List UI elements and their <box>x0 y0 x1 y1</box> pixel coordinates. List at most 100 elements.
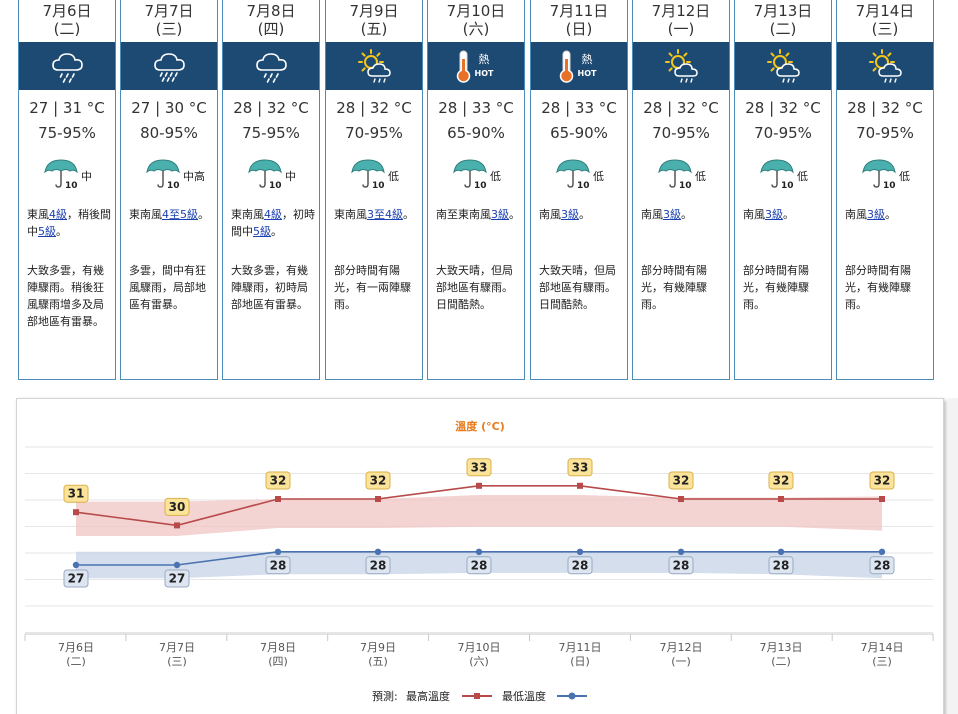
day-description: 大致天晴，但局部地區有驟雨。日間酷熱。 <box>436 264 513 311</box>
umbrella-icon: 10 <box>146 159 180 190</box>
max-temp-point[interactable] <box>778 496 784 502</box>
wind-force-link[interactable]: 3級 <box>663 208 681 221</box>
min-temp-point[interactable] <box>576 548 584 555</box>
data-label-box <box>668 556 694 575</box>
legend-item-min[interactable]: 最低溫度 <box>502 690 546 703</box>
day-wind: 南風3級。 <box>641 206 725 223</box>
wind-force-link[interactable]: 3至4級 <box>367 208 403 221</box>
day-wind: 東風4級，稍後間中5級。 <box>27 206 111 240</box>
wind-force-link[interactable]: 3級 <box>867 208 885 221</box>
svg-text:10: 10 <box>577 181 590 190</box>
rain-probability: 10 低 <box>531 158 627 192</box>
svg-text:10: 10 <box>65 181 78 190</box>
day-description: 大致多雲，有幾陣驟雨，初時局部地區有雷暴。 <box>231 264 308 311</box>
wind-text: ，初時間中 <box>231 208 315 238</box>
weather-icon-box <box>837 42 933 90</box>
legend-max-marker <box>462 693 492 699</box>
wind-force-link[interactable]: 5級 <box>253 225 271 238</box>
wind-force-link[interactable]: 3級 <box>561 208 579 221</box>
day-wind: 南風3級。 <box>743 206 827 223</box>
page-scrollbar[interactable] <box>948 398 958 714</box>
data-label-box <box>668 471 694 490</box>
wind-force-link[interactable]: 3級 <box>491 208 509 221</box>
wind-text: ，稍後間中 <box>27 208 111 238</box>
day-wind: 東南風4級，初時間中5級。 <box>231 206 315 240</box>
max-temp-label: 33 <box>471 460 488 474</box>
wind-text: 東南風 <box>231 208 264 221</box>
x-tick-label-date: 7月12日 <box>660 641 703 654</box>
min-temp-label: 28 <box>471 558 488 572</box>
wind-force-link[interactable]: 3級 <box>765 208 783 221</box>
x-tick-label-weekday: (五) <box>368 655 388 668</box>
heavy-rain-icon <box>154 53 185 82</box>
svg-text:熱: 熱 <box>479 53 490 66</box>
max-temp-point[interactable] <box>879 496 885 502</box>
day-humidity: 70-95% <box>345 124 403 142</box>
max-temp-label: 32 <box>370 474 387 488</box>
day-card: 7月11日 (日) 熱 HOT 28 | 33 °C 65-90% 10 低南風3級。 大致天晴… <box>530 0 628 380</box>
wind-text: 。 <box>403 208 414 221</box>
x-tick-label-date: 7月8日 <box>260 641 296 654</box>
min-temp-point[interactable] <box>274 548 282 555</box>
max-temp-point[interactable] <box>174 522 180 529</box>
temperature-chart-canvas: 31 30 32 32 33 33 32 32 32 27 27 28 28 28 28 28 28 28 7月6日… <box>24 446 934 668</box>
max-temp-point[interactable] <box>577 482 583 489</box>
rain-probability: 10 低 <box>428 158 524 192</box>
max-temp-point[interactable] <box>476 482 482 489</box>
wind-text: 南風 <box>641 208 663 221</box>
rain-icon <box>256 53 287 83</box>
min-temp-point[interactable] <box>878 548 886 555</box>
min-temp-point[interactable] <box>475 548 483 555</box>
day-temperature: 28 | 33 °C <box>541 99 617 117</box>
wind-force-link[interactable]: 4至5級 <box>162 208 198 221</box>
day-description: 多雲，間中有狂風驟雨，局部地區有雷暴。 <box>129 264 206 311</box>
max-temp-point[interactable] <box>375 496 381 502</box>
data-label-box <box>265 471 291 490</box>
max-temp-label: 33 <box>572 460 589 474</box>
sun-cloud-shower-icon <box>665 49 698 83</box>
chart-legend: 預測: 最高溫度 最低溫度 <box>17 688 943 704</box>
data-label-box <box>63 569 89 588</box>
svg-text:10: 10 <box>883 181 896 190</box>
x-tick-label-date: 7月7日 <box>159 641 195 654</box>
data-label-box <box>164 497 190 516</box>
min-temp-label: 28 <box>572 558 589 572</box>
wind-text: 。 <box>271 225 282 238</box>
sun-cloud-shower-icon <box>869 49 902 83</box>
wind-text: 。 <box>198 208 209 221</box>
day-temperature: 28 | 32 °C <box>643 99 719 117</box>
svg-text:10: 10 <box>474 181 487 190</box>
min-temp-label: 27 <box>68 572 85 586</box>
legend-item-max[interactable]: 最高溫度 <box>406 690 450 703</box>
day-description: 部分時間有陽光，有一兩陣驟雨。 <box>334 264 411 311</box>
day-weekday: (六) <box>462 20 490 38</box>
min-temp-point[interactable] <box>677 548 685 555</box>
data-label-box <box>768 471 794 490</box>
data-label-box <box>63 484 89 503</box>
day-card: 7月12日 (一) 28 | 32 °C 70-95% 10 低南風3級。 部分時間有陽光，… <box>632 0 730 380</box>
max-temp-point[interactable] <box>275 496 281 502</box>
umbrella-icon: 10 <box>658 159 692 190</box>
wind-force-link[interactable]: 4級 <box>49 208 67 221</box>
wind-force-link[interactable]: 5級 <box>38 225 56 238</box>
min-temp-point[interactable] <box>374 548 382 555</box>
svg-text:熱: 熱 <box>582 53 593 66</box>
day-temperature: 28 | 32 °C <box>745 99 821 117</box>
rain-probability: 10 中 <box>223 158 319 192</box>
weather-icon-box <box>633 42 729 90</box>
max-temp-point[interactable] <box>73 509 79 516</box>
min-temp-point[interactable] <box>173 561 181 569</box>
svg-text:HOT: HOT <box>475 69 494 78</box>
wind-force-link[interactable]: 4級 <box>264 208 282 221</box>
svg-text:10: 10 <box>167 181 180 190</box>
min-temp-point[interactable] <box>777 548 785 555</box>
min-temp-label: 28 <box>270 558 287 572</box>
data-label-box <box>567 458 593 477</box>
min-temp-point[interactable] <box>72 561 80 569</box>
data-label-box <box>466 556 492 575</box>
day-date: 7月10日 <box>446 2 506 20</box>
sun-cloud-shower-icon <box>358 49 391 83</box>
max-temp-point[interactable] <box>678 496 684 502</box>
day-wind: 東南風4至5級。 <box>129 206 213 223</box>
day-card: 7月7日 (三) 27 | 30 °C 80-95% 10 中高 東南風4至5級。 多雲，間中… <box>120 0 218 380</box>
